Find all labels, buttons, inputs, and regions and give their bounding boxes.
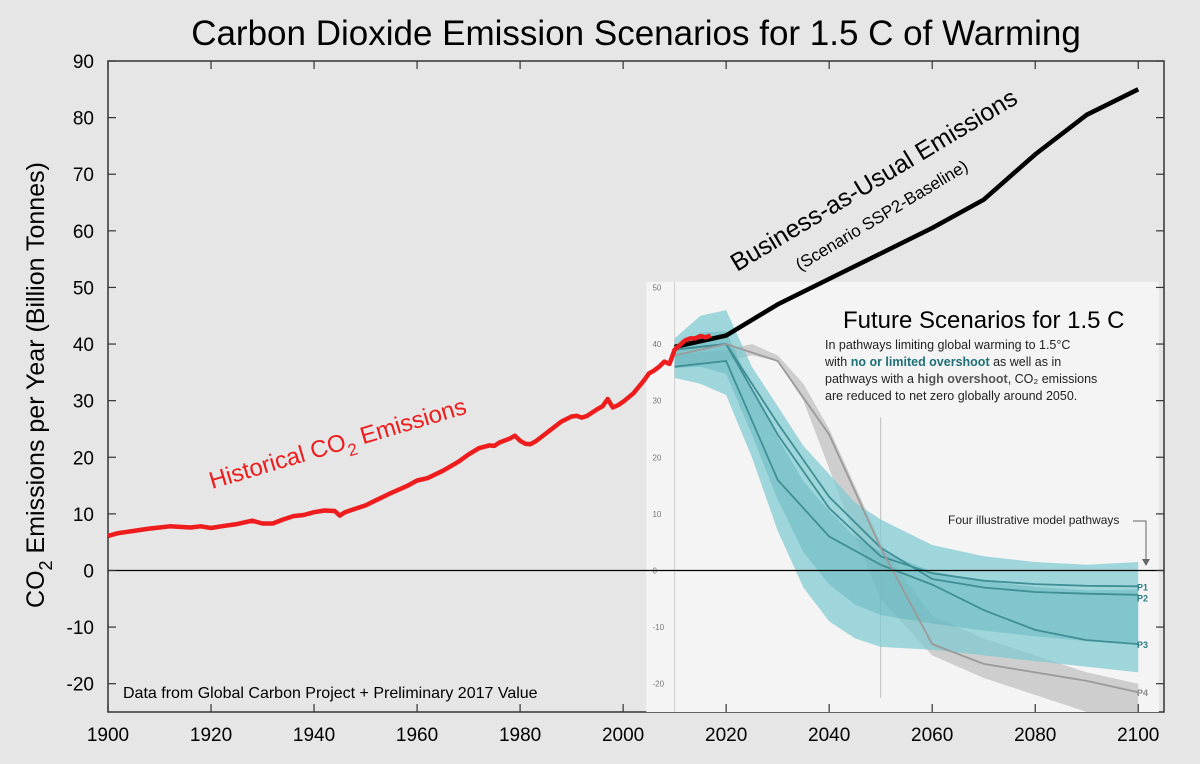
inset-caption-segment: as well as in	[990, 355, 1062, 369]
inset-tick-label: -10	[652, 623, 664, 632]
pathway-line-p1	[674, 343, 1139, 588]
x-tick-label: 1900	[87, 725, 129, 746]
inset-tick-label: 10	[652, 510, 661, 519]
inset-caption-segment: , CO₂ emissions	[1008, 372, 1098, 386]
pathway-line-p4	[674, 343, 1139, 694]
inset-caption-line: with no or limited overshoot as well as …	[824, 355, 1061, 369]
x-tick-label: 1940	[293, 725, 335, 746]
inset-title: Future Scenarios for 1.5 C	[843, 307, 1124, 334]
pathways-note: Four illustrative model pathways	[948, 513, 1119, 527]
high-overshoot-band	[674, 344, 1139, 712]
y-axis: 90 80 70 60 50 40 30 20 10 0 -10 -20	[67, 52, 1164, 696]
x-tick-label: 2020	[705, 725, 747, 746]
inset-tick-label: -20	[652, 680, 664, 689]
y-tick-label: 70	[73, 165, 94, 186]
pathway-line-p2	[674, 343, 1139, 596]
y-tick-label: 10	[73, 505, 94, 526]
inset-tick-label: 40	[652, 340, 661, 349]
y-tick-label: 90	[73, 52, 94, 73]
historical-label: Historical CO2 Emissions	[206, 393, 471, 500]
inset-pathway-lines	[674, 343, 1139, 694]
x-tick-label: 2000	[602, 725, 644, 746]
pathways-note-arrowhead	[1142, 559, 1150, 566]
inset-caption-segment: are reduced to net zero globally around …	[825, 389, 1077, 403]
pathway-label-p4: P4	[1137, 688, 1148, 698]
y-tick-label: 20	[73, 448, 94, 469]
inset-caption-line: are reduced to net zero globally around …	[825, 389, 1077, 403]
x-tick-label: 2060	[911, 725, 953, 746]
x-axis: 1900 1920 1940 1960 1980 2000 2020 2040 2060 2080…	[87, 61, 1159, 746]
bau-label: Business-as-Usual Emissions	[726, 84, 1023, 278]
inset-caption-segment: with	[824, 355, 851, 369]
inset-caption-segment: no or limited overshoot	[851, 355, 991, 369]
inset-scenario-bands	[674, 310, 1139, 712]
y-tick-label: 80	[73, 109, 94, 130]
pathway-label-p1: P1	[1137, 582, 1148, 592]
y-tick-label: -10	[67, 618, 94, 639]
x-tick-label: 2040	[808, 725, 850, 746]
source-note: Data from Global Carbon Project + Prelim…	[123, 685, 538, 702]
pathways-note-arrow	[1133, 520, 1147, 563]
y-tick-label: 40	[73, 335, 94, 356]
y-axis-label: CO2 Emissions per Year (Billion Tonnes)	[22, 162, 56, 608]
x-tick-label: 1920	[190, 725, 232, 746]
plot-frame	[107, 60, 1165, 713]
pathway-label-p3: P3	[1137, 640, 1148, 650]
bau-emissions-line	[674, 87, 1140, 350]
inset-tick-label: 50	[652, 283, 661, 292]
x-tick-label: 1960	[396, 725, 438, 746]
inset-caption-segment: pathways with a	[825, 372, 917, 386]
x-tick-label: 2080	[1014, 725, 1056, 746]
inset-caption-segment: high overshoot	[917, 372, 1008, 386]
inset-tick-label: 20	[652, 453, 661, 462]
historical-emissions-line	[107, 333, 712, 539]
inset-caption-line: pathways with a high overshoot, CO₂ emis…	[825, 372, 1097, 386]
pathway-line-p3	[674, 360, 1139, 645]
y-tick-label: 30	[73, 392, 94, 413]
pathway-label-p2: P2	[1137, 594, 1148, 604]
y-tick-label: -20	[67, 675, 94, 696]
x-tick-label: 2100	[1117, 725, 1159, 746]
inset-caption-line: In pathways limiting global warming to 1…	[825, 338, 1070, 352]
no-overshoot-band	[674, 310, 1139, 673]
inset-tick-label: 30	[652, 397, 661, 406]
y-tick-label: 50	[73, 278, 94, 299]
y-tick-label: 0	[83, 561, 94, 582]
no-overshoot-inner-band	[674, 331, 1139, 645]
inset-caption-segment: In pathways limiting global warming to 1…	[825, 338, 1070, 352]
x-tick-label: 1980	[499, 725, 541, 746]
y-tick-label: 60	[73, 222, 94, 243]
chart-title: Carbon Dioxide Emission Scenarios for 1.…	[191, 14, 1081, 53]
